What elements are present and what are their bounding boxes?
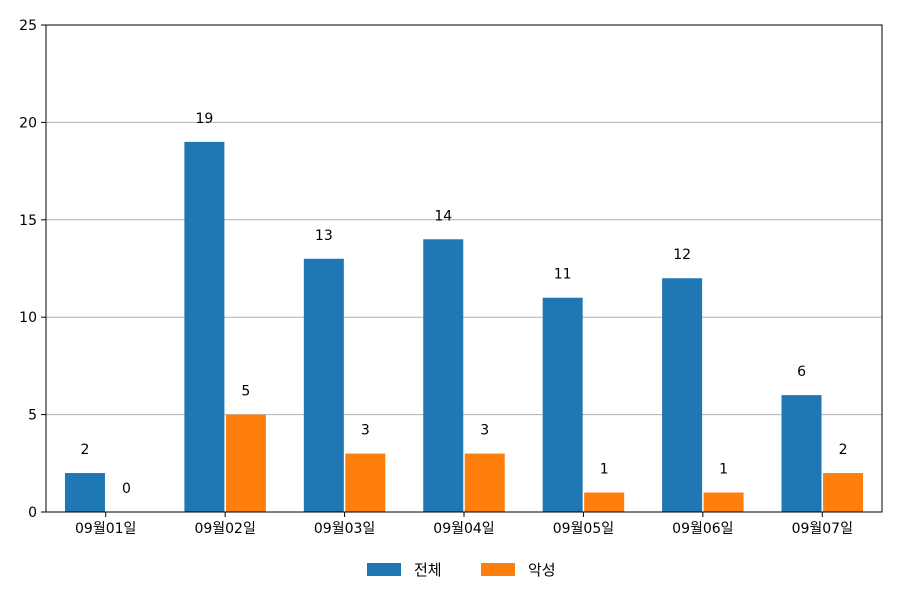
bars <box>64 141 864 512</box>
bar-전체-09월03일 <box>303 258 344 512</box>
bar-악성-09월05일 <box>584 492 625 512</box>
legend-label: 악성 <box>528 561 556 579</box>
y-tick-label: 25 <box>19 18 37 34</box>
legend-swatch <box>367 563 401 576</box>
legend: 전체 악성 <box>367 561 556 579</box>
x-tick-label: 09월04일 <box>433 521 494 537</box>
bar-악성-09월06일 <box>703 492 744 512</box>
y-tick-label: 15 <box>19 213 37 229</box>
bar-악성-09월04일 <box>464 453 505 512</box>
data-label: 1 <box>600 462 609 478</box>
gridlines <box>46 121 882 416</box>
bar-악성-09월03일 <box>345 453 386 512</box>
y-axis: 0 5 10 15 20 25 <box>19 18 46 521</box>
data-label: 2 <box>839 442 848 458</box>
x-tick-label: 09월03일 <box>314 521 375 537</box>
y-tick-label: 0 <box>28 505 37 521</box>
bar-전체-09월05일 <box>542 297 583 512</box>
y-tick-label: 10 <box>19 310 37 326</box>
data-label: 6 <box>797 364 806 380</box>
x-tick-label: 09월01일 <box>75 521 136 537</box>
data-label: 3 <box>361 423 370 439</box>
data-label: 19 <box>195 111 213 127</box>
data-label: 11 <box>554 267 572 283</box>
bar-전체-09월02일 <box>184 141 225 512</box>
data-label: 5 <box>241 384 250 400</box>
data-label: 3 <box>480 423 489 439</box>
data-label: 12 <box>673 247 691 263</box>
bar-전체-09월07일 <box>781 395 822 512</box>
x-axis: 09월01일 09월02일 09월03일 09월04일 09월05일 09월06일 09월0… <box>75 512 853 537</box>
bar-악성-09월07일 <box>823 473 864 512</box>
x-tick-label: 09월02일 <box>194 521 255 537</box>
data-label: 14 <box>434 208 452 224</box>
bar-전체-09월04일 <box>423 239 464 512</box>
data-label: 1 <box>719 462 728 478</box>
y-tick-label: 20 <box>19 115 37 131</box>
x-tick-label: 09월05일 <box>553 521 614 537</box>
bar-전체-09월01일 <box>64 473 105 512</box>
legend-swatch <box>481 563 515 576</box>
data-label: 2 <box>81 442 90 458</box>
bar-악성-09월02일 <box>225 414 266 512</box>
y-tick-label: 5 <box>28 408 37 424</box>
data-label: 13 <box>315 228 333 244</box>
x-tick-label: 09월06일 <box>672 521 733 537</box>
data-label: 0 <box>122 481 131 497</box>
plot-area-frame <box>45 24 883 513</box>
legend-label: 전체 <box>414 561 442 579</box>
x-tick-label: 09월07일 <box>792 521 853 537</box>
bar-전체-09월06일 <box>662 278 703 512</box>
